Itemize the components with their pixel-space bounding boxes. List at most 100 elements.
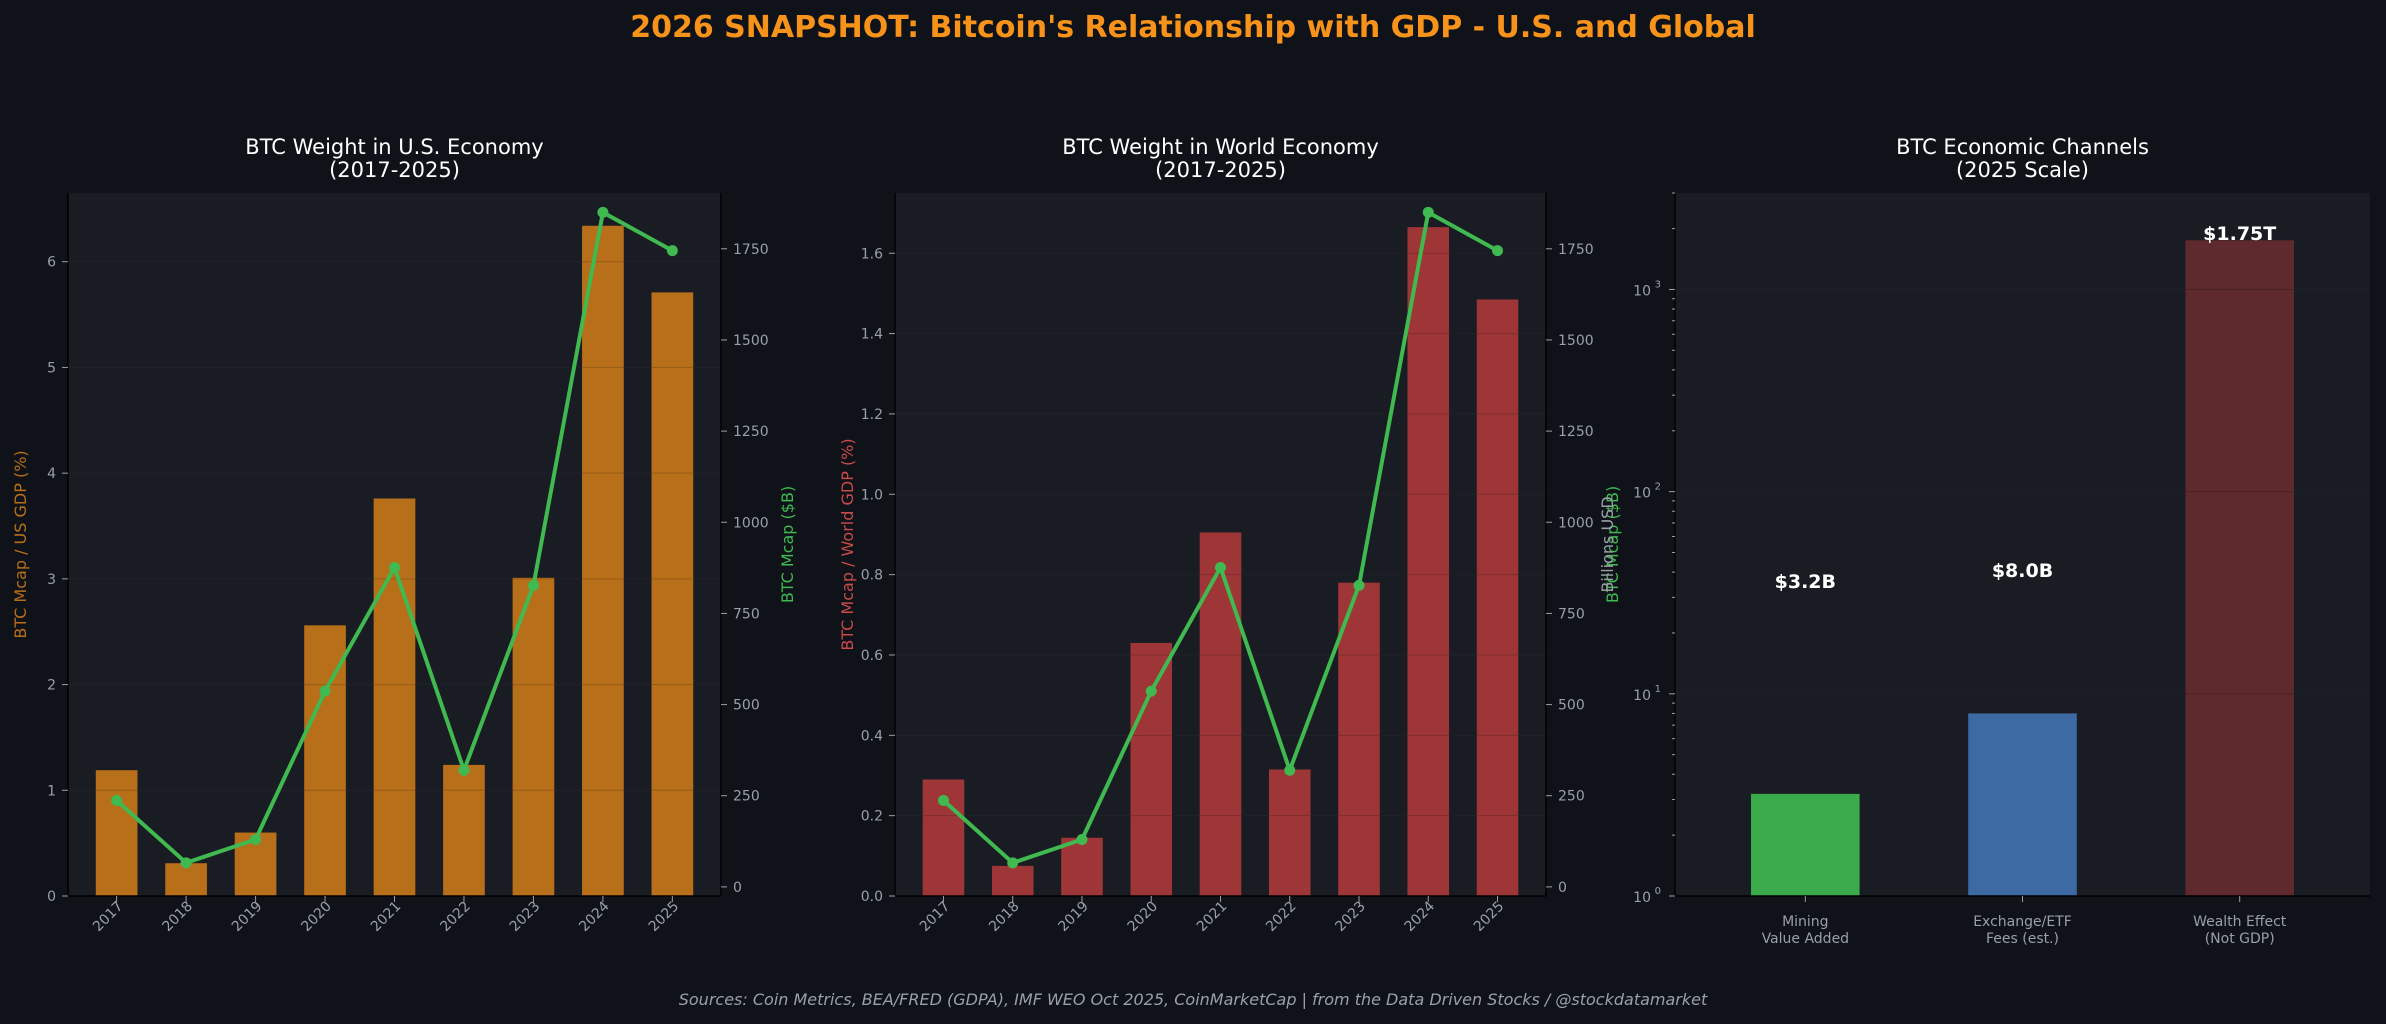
y-tick-base: 10 [1633,688,1651,704]
bar [582,225,624,896]
line-point [319,685,331,697]
y-tick-exponent: 0 [1655,886,1661,897]
y-tick-label: 0.2 [861,809,883,825]
data-label: $1.75T [2203,223,2276,245]
x-tick-label: 2017 [917,898,954,935]
y2-tick-label: 1000 [1558,515,1594,531]
y2-tick-label: 750 [1558,606,1585,622]
y-tick-label: 10 2 [1633,482,1661,502]
y2-tick-label: 1250 [1558,424,1594,440]
bar [1199,532,1242,896]
x-tick-label: 2019 [229,898,266,935]
y-tick-label: 5 [47,360,56,376]
y-tick-label: 0 [47,889,56,905]
y-tick-exponent: 3 [1655,279,1661,290]
line-point [250,833,262,845]
x-tick-label: Wealth Effect (Not GDP) [2193,914,2287,947]
y2-tick-label: 250 [733,789,760,805]
panel-title: BTC Weight in World Economy (2017-2025) [1062,135,1379,182]
line-point [1007,857,1019,869]
bar [2185,240,2294,896]
line-point [937,794,949,806]
y2-axis-label: BTC Mcap ($B) [778,486,797,603]
line-point [180,857,192,869]
line-point [1145,685,1157,697]
x-tick-label: Exchange/ETF Fees (est.) [1973,914,2072,947]
bar [651,292,694,896]
bar [512,577,555,896]
y-tick-exponent: 2 [1655,482,1661,493]
y2-tick-label: 1000 [733,515,769,531]
y-tick-label: 1.6 [861,246,883,262]
bar [991,865,1034,896]
bar [1407,227,1450,896]
x-tick-label: 2024 [1402,898,1439,935]
bar [1968,713,2077,896]
bar [304,625,346,896]
y-tick-base: 10 [1633,283,1651,299]
y2-tick-label: 500 [733,698,760,714]
x-tick-label: 2025 [1471,898,1508,935]
y2-tick-label: 1500 [1558,333,1594,349]
x-tick-label: 2021 [368,898,405,935]
x-tick-label: 2020 [1125,898,1162,935]
line-point [389,561,400,573]
bar [1338,582,1380,896]
y2-tick-label: 0 [733,880,742,896]
y-tick-label: 2 [47,678,56,694]
x-tick-label: 2018 [159,898,196,935]
x-tick-label: 2023 [1332,898,1369,935]
y2-tick-label: 1750 [1558,242,1594,258]
data-label: $3.2B [1775,571,1836,593]
line-point [1353,579,1365,591]
y-tick-label: 1 [47,783,56,799]
x-tick-label: 2024 [576,898,613,935]
x-tick-label: 2022 [437,898,474,935]
x-tick-label: 2018 [986,898,1023,935]
y2-tick-label: 500 [1558,698,1585,714]
line-point [1215,561,1226,573]
data-label: $8.0B [1992,560,2053,582]
y-axis-label: BTC Mcap / US GDP (%) [11,450,30,638]
x-tick-label: 2025 [646,898,683,935]
y-tick-label: 4 [47,466,56,482]
y-tick-base: 10 [1633,890,1651,906]
line-point [597,206,609,218]
y2-axis-label: BTC Mcap ($B) [1603,486,1622,603]
bar [165,863,207,896]
bar [1061,837,1103,896]
line-point [111,794,123,806]
y2-tick-label: 250 [1558,789,1585,805]
y-axis-label: BTC Mcap / World GDP (%) [838,438,857,650]
panel-title: BTC Economic Channels (2025 Scale) [1896,135,2149,182]
panel-title: BTC Weight in U.S. Economy (2017-2025) [245,135,543,182]
y2-tick-label: 1750 [733,242,769,258]
y-tick-label: 0.8 [861,568,883,584]
x-tick-label: 2022 [1263,898,1300,935]
y-tick-label: 0.4 [861,728,883,744]
bar [1130,642,1173,896]
line-point [458,764,470,776]
y-tick-label: 3 [47,572,56,588]
y-tick-label: 6 [47,255,56,271]
x-tick-label: 2023 [507,898,544,935]
bar [373,498,416,896]
line-point [1422,206,1434,218]
y-tick-base: 10 [1633,486,1651,502]
y2-tick-label: 1250 [733,424,769,440]
y-tick-label: 1.0 [861,487,883,503]
line-point [666,245,678,257]
bar [1268,769,1311,896]
y-tick-label: 10 1 [1633,684,1661,704]
line-point [1492,245,1504,257]
bar [443,764,485,896]
line-point [527,579,539,591]
bar [1476,299,1519,896]
line-point [1284,764,1296,776]
y2-tick-label: 750 [733,606,760,622]
x-tick-label: Mining Value Added [1762,914,1850,947]
y2-tick-label: 0 [1558,880,1567,896]
x-tick-label: 2021 [1194,898,1231,935]
y-tick-label: 10 0 [1633,886,1661,906]
